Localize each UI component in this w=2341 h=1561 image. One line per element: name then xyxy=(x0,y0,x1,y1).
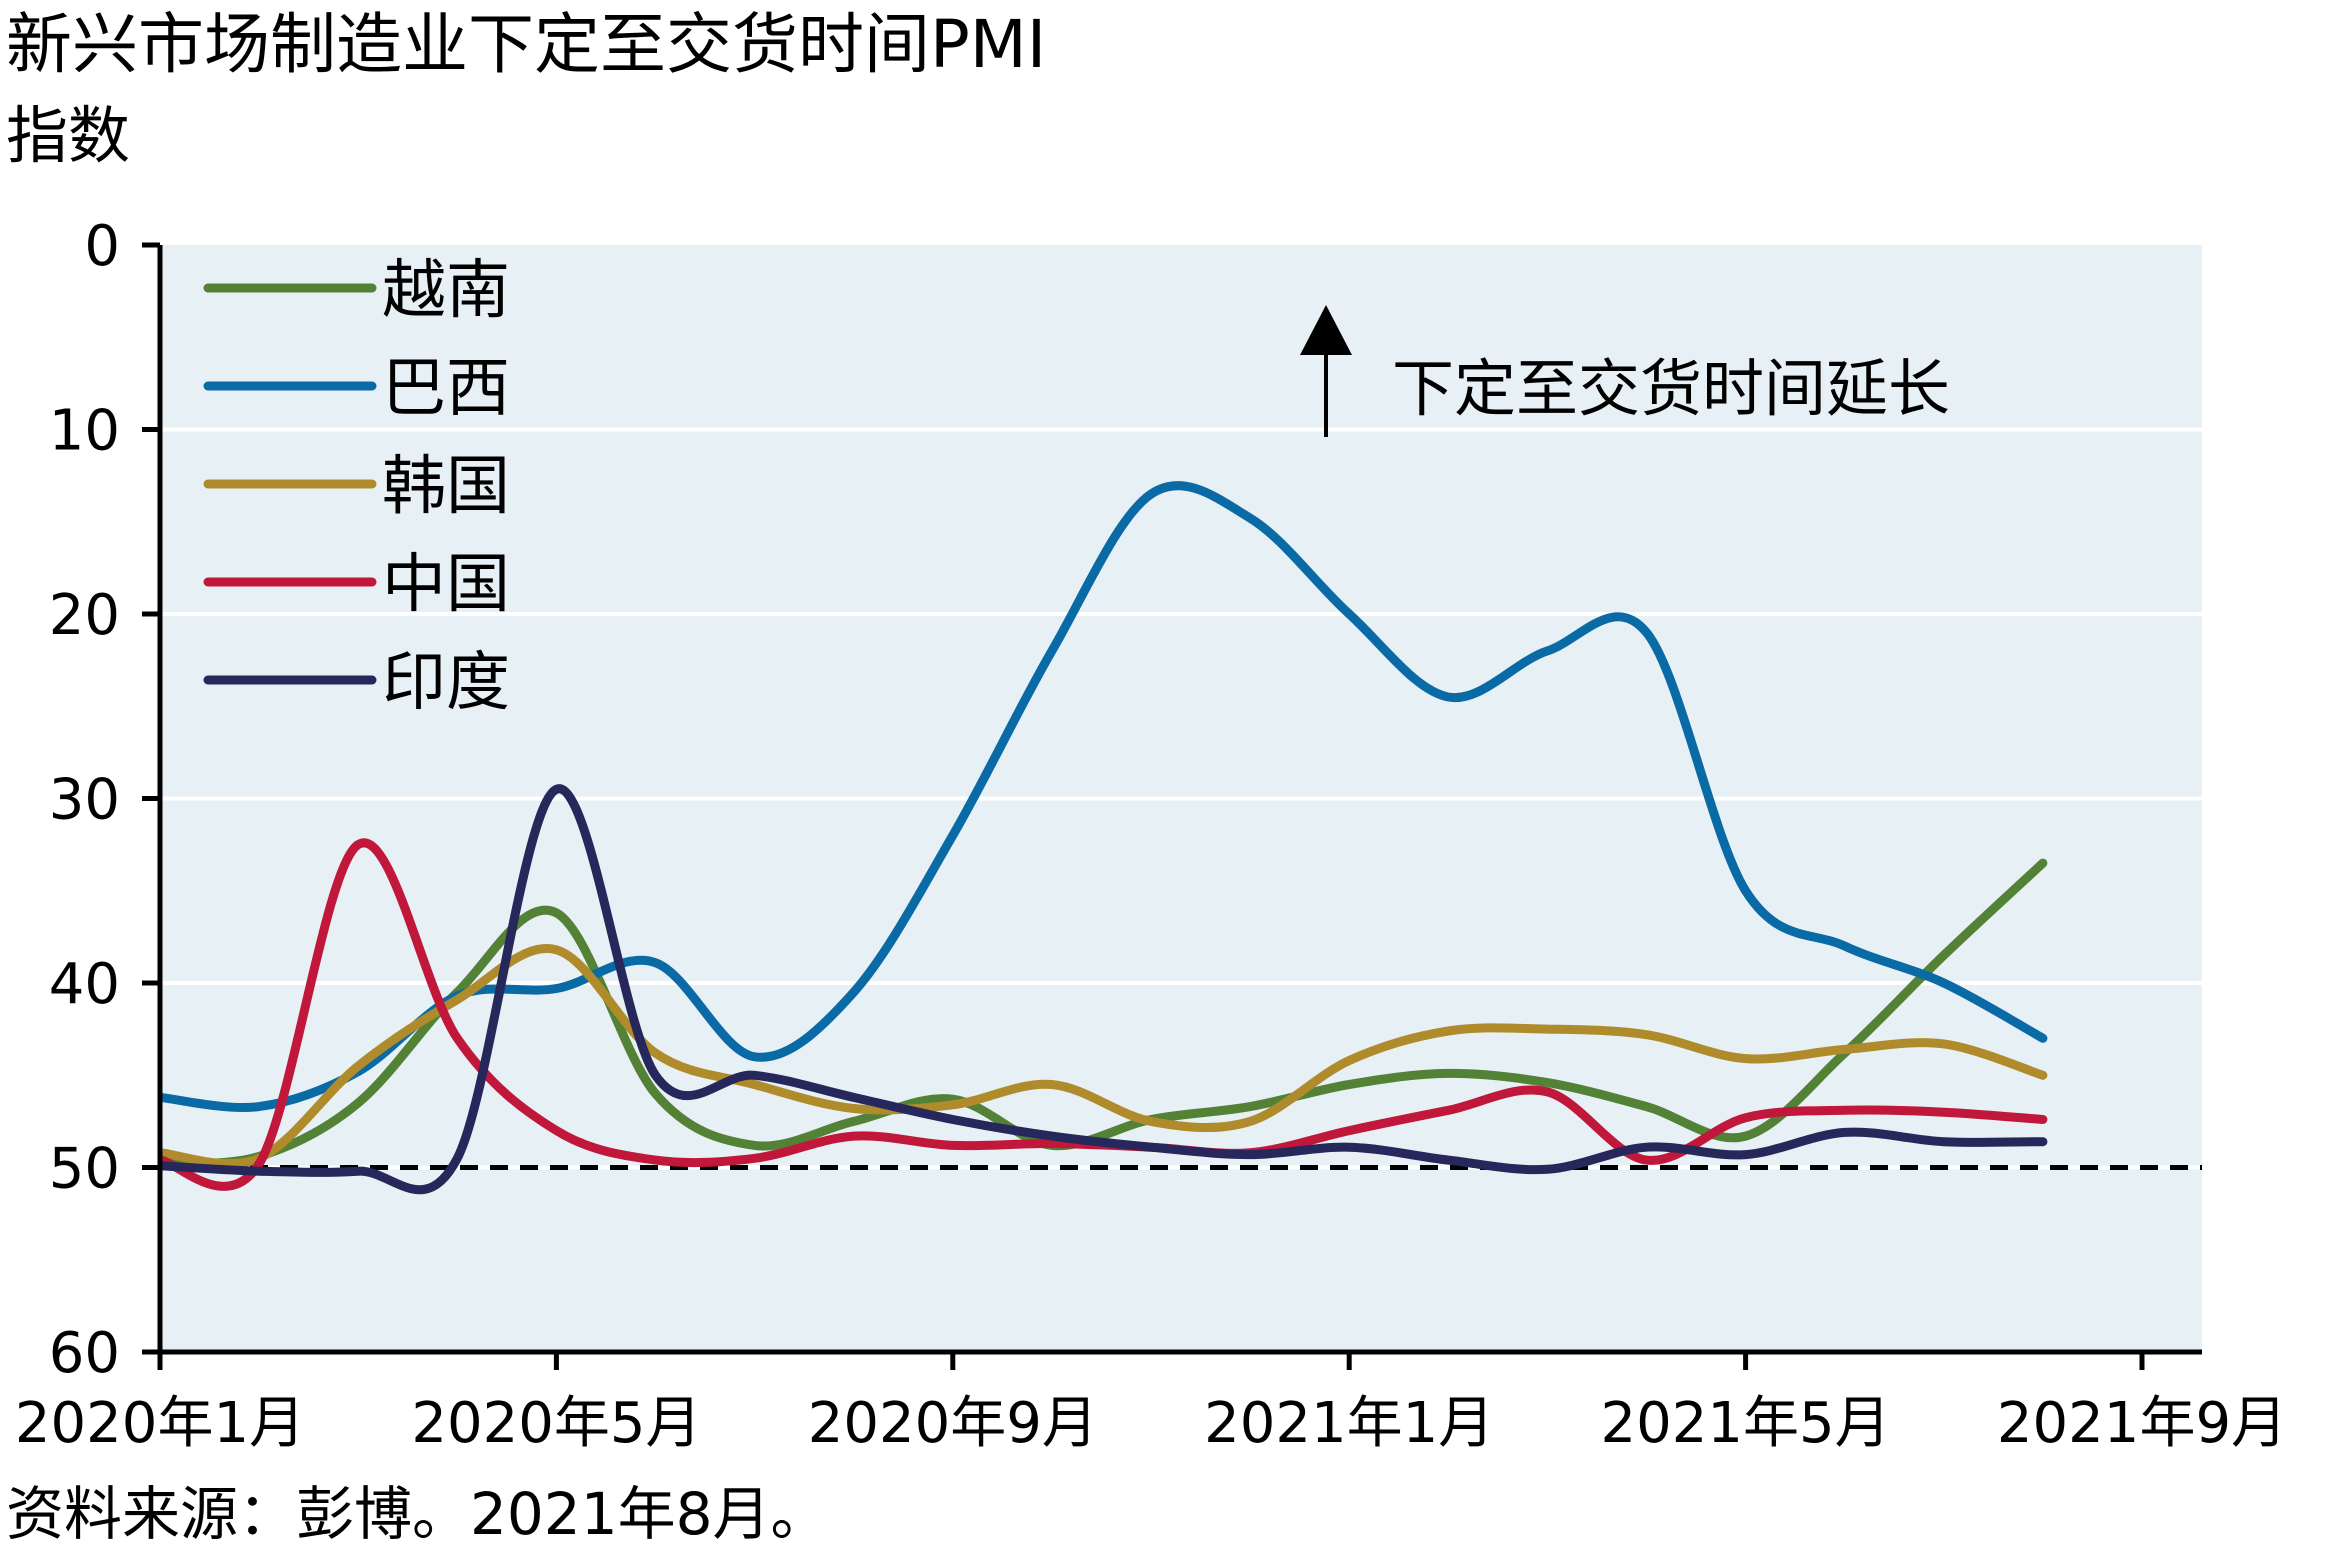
x-tick-label: 2021年1月 xyxy=(1204,1391,1494,1456)
series-line-2 xyxy=(160,944,2048,1169)
x-tick-labels: 2020年1月 2020年5月 2020年9月 2021年1月 2021年5月 2021年… xyxy=(15,1391,2287,1456)
y-tick-label: 10 xyxy=(49,399,120,464)
series-line-3 xyxy=(160,838,2048,1191)
x-tick-label: 2021年9月 xyxy=(1997,1391,2287,1456)
y-axis-unit-label: 指数 xyxy=(6,99,131,172)
y-tick-label: 40 xyxy=(49,952,120,1017)
x-tick-label: 2020年1月 xyxy=(15,1391,305,1456)
x-tick-label: 2020年9月 xyxy=(808,1391,1098,1456)
annotation-arrowhead xyxy=(1300,305,1352,355)
axes xyxy=(142,242,2202,1370)
y-tick-label: 50 xyxy=(49,1137,120,1202)
legend-label-4: 印度 xyxy=(382,646,510,720)
y-tick-label: 30 xyxy=(49,768,120,833)
annotation-text: 下定至交货时间延长 xyxy=(1392,352,1950,425)
legend-label-0: 越南 xyxy=(382,254,510,328)
page-title: 新兴市场制造业下定至交货时间PMI xyxy=(6,6,1047,83)
series-line-4 xyxy=(160,784,2048,1195)
y-tick-label: 0 xyxy=(84,214,120,279)
source-note: 资料来源：彭博。2021年8月。 xyxy=(6,1480,829,1548)
legend-label-1: 巴西 xyxy=(382,352,510,426)
x-tick-label: 2021年5月 xyxy=(1601,1391,1891,1456)
legend-label-2: 韩国 xyxy=(382,450,510,524)
y-tick-label: 20 xyxy=(49,583,120,648)
annotation: 下定至交货时间延长 xyxy=(1300,305,1950,437)
x-tick-label: 2020年5月 xyxy=(411,1391,701,1456)
series-lines xyxy=(160,481,2048,1195)
y-tick-labels: 0 10 20 30 40 50 60 xyxy=(49,214,120,1386)
y-tick-label: 60 xyxy=(49,1321,120,1386)
legend-label-3: 中国 xyxy=(382,548,510,622)
